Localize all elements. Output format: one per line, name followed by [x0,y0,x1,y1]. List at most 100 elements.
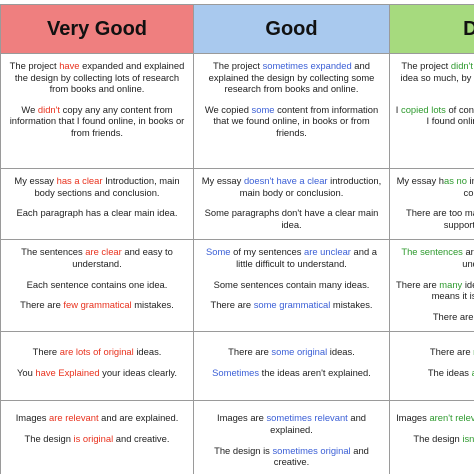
rubric-statement: There are few grammatical mistakes. [6,299,188,311]
highlighted-phrase: didn't [450,60,474,71]
statement-text: expanded and explained the design by col… [14,60,185,95]
rubric-statement: Each paragraph has a clear main idea. [6,207,188,219]
statement-text: introduction, main body or conclusion. [239,175,382,198]
highlighted-phrase: is original [73,432,114,444]
statement-text: introduction, main body or conclusion. [463,175,474,198]
cell-research-good: The project sometimes expanded and expla… [193,53,390,169]
criteria-row-research: The project have expanded and explained … [0,53,474,169]
highlighted-phrase: sometimes relevant [266,412,348,424]
cell-structure-good: My essay doesn't have a clear introducti… [193,167,390,241]
rubric-statement: The sentences are clear and easy to unde… [6,246,188,269]
cell-sentences-developing: The sentences are unclear and difficult … [389,239,474,333]
rubric-statement: There are many mistakes. [395,311,474,323]
cell-design-very-good: Images are relevant and are explained. Th… [0,400,194,474]
rubric-statement: Images are sometimes relevant and explai… [199,412,384,435]
highlighted-phrase: some original [271,346,328,358]
statement-text: and are explained. [98,412,179,424]
highlighted-phrase: are relevant [49,412,99,424]
criteria-row-ideas: There are lots of original ideas. You hav… [0,331,474,402]
statement-text: We copied [204,103,252,115]
highlighted-phrase: doesn't have a clear [243,175,328,186]
statement-text: and a little difficult to understand. [236,246,377,269]
rubric-statement: Some of my sentences are unclear and a l… [199,246,384,269]
statement-text: and creative. [273,444,369,468]
statement-text: your ideas clearly. [99,366,178,378]
cell-sentences-good: Some of my sentences are unclear and a l… [193,239,390,333]
rubric-statement: There are some grammatical mistakes. [199,299,384,311]
statement-text: Each sentence contains one idea. [26,278,168,290]
header-very-good: Very Good [0,4,194,54]
rubric-statement: The sentences are unclear and difficult … [395,246,474,269]
rubric-table: Very Good Good Deve The project have exp… [0,4,474,474]
highlighted-phrase: sometimes original [272,444,351,456]
criteria-row-sentences: The sentences are clear and easy to unde… [0,239,474,333]
highlighted-phrase: few grammatical [63,299,132,311]
statement-text: There are many mistakes. [432,310,474,322]
rubric-statement: The project sometimes expanded and expla… [199,60,384,95]
cell-sentences-very-good: The sentences are clear and easy to unde… [0,239,194,333]
rubric-statement: My essay has no introduction, main body … [395,175,474,198]
cell-research-developing: The project didn't expand and explain th… [389,53,474,169]
rubric-statement: We copied some content from information … [199,104,384,139]
statement-text: and explained the design by collecting s… [208,60,375,95]
statement-text: the ideas aren't explained. [259,366,371,378]
highlighted-phrase: Some [206,246,231,258]
statement-text: Images [396,412,430,424]
highlighted-phrase: as no [444,175,467,186]
criteria-row-structure: My essay has a clear Introduction, main … [0,167,474,241]
statement-text: mistakes. [330,299,373,311]
statement-text: of content from information that I found… [426,103,474,127]
highlighted-phrase: are lots of original [59,346,134,358]
statement-text: Introduction, main body sections and con… [34,175,180,198]
highlighted-phrase: have [59,60,80,71]
statement-text: The sentences [21,246,86,258]
statement-text: My essay h [396,175,444,186]
statement-text: There are [429,346,474,358]
highlighted-phrase: many [439,278,463,290]
statement-text: Some sentences contain many ideas. [213,278,370,290]
statement-text: The project [401,60,451,71]
rubric-statement: Some sentences contain many ideas. [199,279,384,291]
statement-text: and explained. [270,412,367,435]
statement-text: Some paragraphs don't have a clear main … [204,207,379,230]
rubric-statement: There are many ideas in sentences and th… [395,279,474,302]
highlighted-phrase: Sometimes [212,366,260,378]
highlighted-phrase: has a clear [56,175,103,186]
cell-structure-very-good: My essay has a clear Introduction, main … [0,167,194,241]
highlighted-phrase: are unclear [304,246,351,258]
rubric-statement: The project have expanded and explained … [6,60,188,95]
statement-text: Images [15,412,50,424]
highlighted-phrase: some [251,103,275,115]
cell-structure-developing: My essay has no introduction, main body … [389,167,474,241]
statement-text: Images are [216,412,267,424]
statement-text: and easy to understand. [72,246,173,269]
criteria-row-design: Images are relevant and are explained. Th… [0,400,474,474]
statement-text: copy any any content from information th… [9,103,185,138]
rubric-statement: The design isn't original or creative. [395,433,474,445]
rubric-statement: My essay doesn't have a clear introducti… [199,175,384,198]
rubric-statement: The ideas are not explained. [395,367,474,379]
statement-text: ideas in sentences and this means it is … [431,278,474,302]
cell-research-very-good: The project have expanded and explained … [0,53,194,169]
statement-text: Each paragraph has a clear main idea. [16,207,178,219]
highlighted-phrase: isn't [462,432,474,444]
rubric-statement: Sometimes the ideas aren't explained. [199,367,384,379]
highlighted-phrase: didn't [37,103,61,115]
rubric-statement: There are some original ideas. [199,346,384,358]
statement-text: The project [9,60,60,71]
statement-text: We [21,103,38,115]
statement-text: The ideas [427,366,472,378]
statement-text: The design is [214,444,273,456]
statement-text: content from information that we found o… [213,103,379,138]
rubric-statement: We didn't copy any any content from info… [6,104,188,139]
statement-text: I [395,103,402,115]
statement-text: There are [396,278,440,290]
statement-text: There are [20,299,64,311]
highlighted-phrase: copied lots [401,103,446,115]
statement-text: There are [210,299,254,311]
rubric-statement: Images are relevant and are explained. [6,412,188,424]
statement-text: are unclear and difficult to understand. [462,246,474,269]
rubric-statement: The design is original and creative. [6,433,188,445]
cell-design-developing: Images aren't relevant and aren't explai… [389,400,474,474]
rubric-statement: I copied lots of content from informatio… [395,104,474,127]
